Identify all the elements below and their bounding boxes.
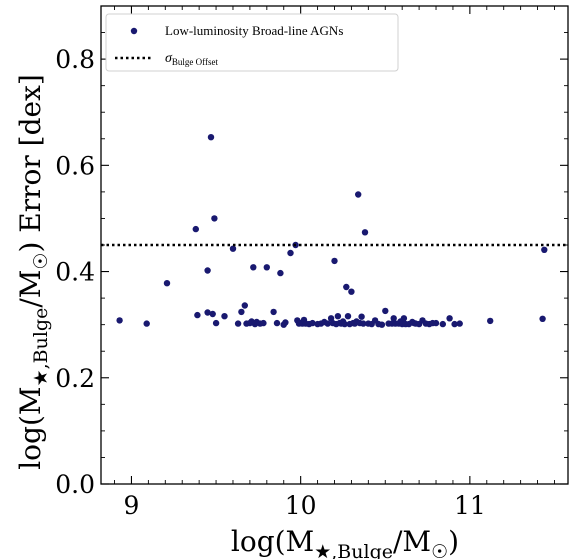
- data-point: [361, 229, 369, 236]
- data-point: [204, 309, 211, 316]
- legend: Low-luminosity Broad-line AGNs σBulge Of…: [105, 13, 399, 72]
- data-point: [143, 320, 150, 327]
- data-point: [270, 308, 277, 316]
- data-point: [221, 313, 228, 320]
- data-point: [334, 313, 342, 320]
- data-points: [116, 134, 548, 328]
- y-tick-label: 0.4: [55, 258, 95, 287]
- legend-label-offset: σBulge Offset: [165, 51, 218, 67]
- data-point: [451, 320, 458, 328]
- data-point: [324, 320, 331, 327]
- legend-box: [105, 13, 399, 72]
- data-point: [382, 307, 389, 315]
- data-point: [327, 315, 335, 322]
- data-point: [263, 264, 270, 271]
- data-point: [432, 319, 440, 327]
- data-point: [541, 246, 548, 253]
- data-point: [207, 134, 215, 141]
- data-point: [260, 319, 267, 327]
- legend-label-agn: Low-luminosity Broad-line AGNs: [165, 23, 343, 38]
- data-point: [331, 257, 338, 265]
- data-point: [487, 317, 494, 325]
- data-point: [238, 308, 245, 316]
- data-point: [378, 321, 386, 328]
- y-tick-label: 0.6: [55, 151, 95, 180]
- y-tick-label: 0.0: [55, 470, 95, 499]
- data-point: [446, 315, 453, 322]
- data-point: [273, 319, 281, 327]
- data-point: [211, 215, 218, 222]
- axis-ticks: [101, 6, 568, 485]
- data-point: [348, 288, 355, 295]
- y-tick-label: 0.2: [55, 364, 95, 393]
- data-point: [234, 320, 242, 327]
- data-point: [282, 319, 289, 326]
- data-point: [390, 315, 397, 322]
- data-point: [116, 317, 123, 324]
- data-point: [194, 311, 201, 319]
- y-tick-label: 0.8: [55, 45, 95, 74]
- data-point: [343, 283, 350, 291]
- data-point: [344, 313, 352, 320]
- data-point: [192, 225, 199, 233]
- data-point: [229, 245, 237, 252]
- x-tick-label: 9: [124, 491, 140, 520]
- data-point: [456, 320, 463, 327]
- x-tick-label: 10: [285, 491, 317, 520]
- data-point: [204, 267, 211, 274]
- data-point: [355, 191, 362, 198]
- data-point: [439, 320, 446, 328]
- x-axis-title: log(M★,Bulge/M☉): [231, 525, 459, 559]
- axis-tick-labels: 9 10 11 0.0 0.2 0.4 0.6 0.8: [55, 45, 486, 520]
- data-point: [358, 313, 365, 320]
- y-axis-title: log(M★,Bulge/M☉) Error [dex]: [14, 74, 52, 470]
- data-point: [287, 249, 294, 257]
- data-point: [209, 310, 216, 318]
- x-tick-label: 11: [454, 491, 486, 520]
- data-point: [212, 319, 220, 327]
- data-point: [277, 269, 284, 277]
- data-point: [400, 315, 408, 322]
- data-point: [539, 315, 546, 322]
- legend-marker-agn: [130, 27, 138, 35]
- data-point: [309, 319, 316, 327]
- data-point: [341, 320, 348, 328]
- data-point: [241, 302, 248, 309]
- data-point: [250, 264, 257, 271]
- data-point: [360, 320, 367, 327]
- data-point: [163, 280, 171, 287]
